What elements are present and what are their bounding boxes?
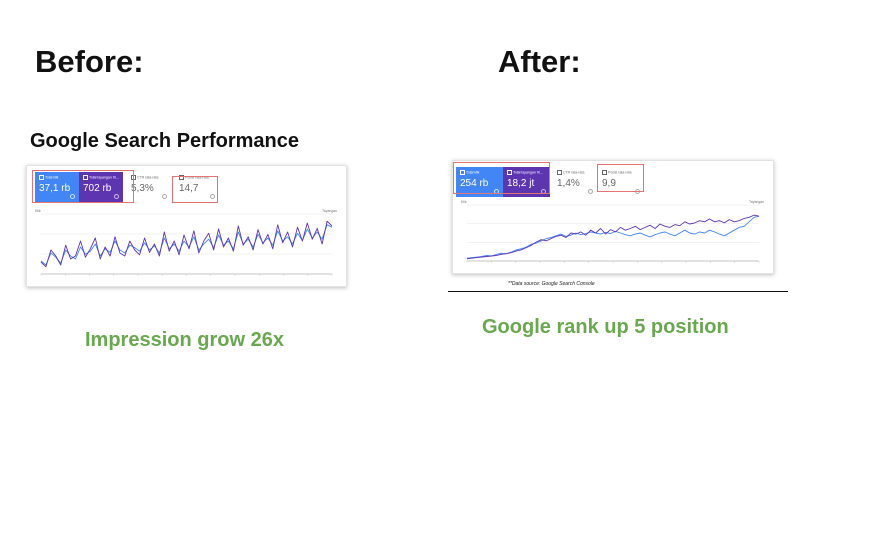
divider-line — [448, 291, 788, 292]
metric-value: 18,2 jt — [507, 178, 535, 189]
metric-label: Posisi rata-rata — [608, 170, 632, 175]
metric-value: 9,9 — [602, 178, 616, 189]
left-axis-title: Klik — [461, 200, 467, 204]
after-highlight-position — [597, 164, 644, 192]
metric-value: 1,4% — [557, 178, 580, 189]
checkbox-icon — [179, 175, 184, 180]
before-highlight-position — [172, 176, 218, 203]
info-icon — [70, 194, 75, 199]
before-caption: Impression grow 26x — [85, 329, 284, 351]
metric-value: 14,7 — [179, 183, 199, 194]
series-line-impressions — [466, 214, 760, 260]
before-heading: Before: — [35, 44, 144, 79]
before-metric-position[interactable]: Posisi rata-rata 14,7 — [175, 172, 219, 202]
checkbox-icon — [83, 175, 88, 180]
metric-value: 702 rb — [83, 183, 112, 194]
metric-label: Total klik — [466, 170, 480, 175]
checkbox-icon — [557, 170, 562, 175]
right-axis-title: Tayangan — [749, 200, 764, 204]
after-performance-card: Total klik 254 rb Total tayangan ht... 1… — [452, 160, 774, 274]
before-metric-clicks[interactable]: Total klik 37,1 rb — [35, 172, 79, 202]
metric-value: 254 rb — [460, 178, 489, 189]
metric-label: CTR rata-rata — [137, 175, 159, 180]
metric-label: Total tayangan ht... — [513, 170, 543, 175]
info-icon — [588, 189, 593, 194]
series-line-clicks — [466, 215, 760, 259]
metric-label: Total tayangan ht... — [89, 175, 119, 180]
right-axis-title: Tayangan — [322, 209, 337, 213]
checkbox-icon — [39, 175, 44, 180]
before-highlight-clicks-impressions — [32, 170, 134, 203]
metric-label: CTR rata-rata — [563, 170, 585, 175]
info-icon — [114, 194, 119, 199]
metric-label: Posisi rata-rata — [185, 175, 209, 180]
after-metric-ctr[interactable]: CTR rata-rata 1,4% — [553, 167, 597, 197]
metric-value: 37,1 rb — [39, 183, 71, 194]
after-line-chart: Klik Tayangan — [461, 200, 764, 263]
checkbox-icon — [507, 170, 512, 175]
checkbox-icon — [602, 170, 607, 175]
series-line-impressions — [40, 220, 333, 268]
info-icon — [162, 194, 167, 199]
after-metric-clicks[interactable]: Total klik 254 rb — [456, 167, 503, 197]
after-highlight-clicks-impressions — [453, 162, 550, 194]
after-metric-position[interactable]: Posisi rata-rata 9,9 — [598, 167, 644, 197]
metric-value: 5,3% — [131, 183, 154, 194]
checkbox-icon — [460, 170, 465, 175]
info-icon — [210, 194, 215, 199]
after-heading: After: — [498, 44, 581, 79]
series-line-clicks — [40, 224, 333, 266]
metric-label: Total klik — [45, 175, 59, 180]
after-caption: Google rank up 5 position — [482, 316, 729, 338]
before-line-chart: Klik Tayangan — [35, 209, 337, 276]
before-metric-impressions[interactable]: Total tayangan ht... 702 rb — [79, 172, 123, 202]
left-axis-title: Klik — [35, 209, 41, 213]
before-metric-ctr[interactable]: CTR rata-rata 5,3% — [127, 172, 171, 202]
after-metric-impressions[interactable]: Total tayangan ht... 18,2 jt — [503, 167, 550, 197]
page-title: Google Search Performance — [30, 130, 299, 152]
data-source-footnote: **Data source: Google Search Console — [508, 281, 595, 287]
before-performance-card: Total klik 37,1 rb Total tayangan ht... … — [26, 165, 347, 287]
